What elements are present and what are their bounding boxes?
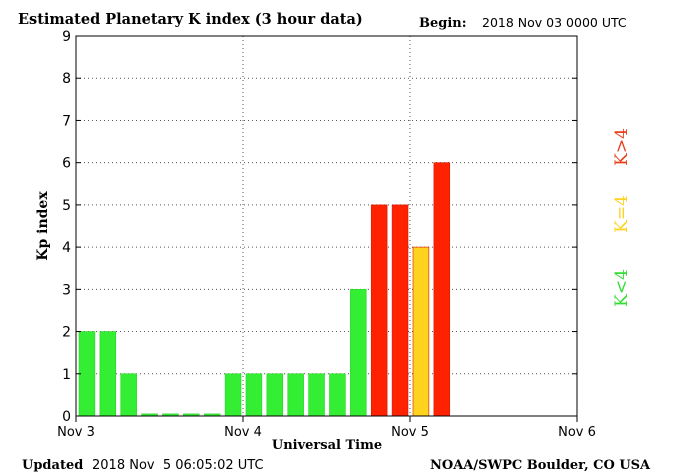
x-tick-label: Nov 5 <box>391 425 429 440</box>
kp-bar <box>245 373 263 417</box>
y-tick-label: 4 <box>62 240 71 256</box>
y-tick-label: 6 <box>62 156 71 172</box>
y-tick-label: 0 <box>62 409 71 425</box>
kp-bar <box>78 331 96 417</box>
y-tick-label: 1 <box>62 367 71 383</box>
y-tick-label: 2 <box>62 325 71 341</box>
x-axis-title: Universal Time <box>272 438 382 453</box>
kp-bar <box>370 204 388 417</box>
kp-bar <box>329 373 346 417</box>
legend-k-less-4: K<4 <box>612 269 632 307</box>
chart-title: Estimated Planetary K index (3 hour data… <box>18 11 363 28</box>
x-tick-label: Nov 3 <box>57 425 95 440</box>
x-axis-ticks: Nov 3 Nov 4 Nov 5 Nov 6 <box>57 416 596 440</box>
kp-bar <box>224 373 242 417</box>
y-tick-label: 8 <box>62 71 71 87</box>
kp-bar <box>287 373 304 417</box>
y-axis-ticks: 0 1 2 3 4 5 6 7 8 9 <box>62 29 577 425</box>
y-tick-label: 5 <box>62 198 71 214</box>
grid-lines <box>76 36 577 416</box>
y-axis-title: Kp index <box>35 191 51 261</box>
legend-k-equal-4: K=4 <box>612 195 632 233</box>
y-tick-label: 7 <box>62 113 71 129</box>
y-tick-label: 9 <box>62 29 71 45</box>
updated-value: 2018 Nov 5 06:05:02 UTC <box>92 458 264 473</box>
kp-bar <box>391 204 409 417</box>
bars-group <box>78 162 451 417</box>
x-tick-label: Nov 4 <box>224 425 262 440</box>
kp-bar <box>433 162 451 417</box>
plot-frame <box>75 35 578 417</box>
x-tick-label: Nov 6 <box>558 425 596 440</box>
kp-bar <box>266 373 284 417</box>
y-tick-label: 3 <box>62 282 71 298</box>
kp-bar <box>350 289 367 417</box>
begin-value: 2018 Nov 03 0000 UTC <box>482 15 627 30</box>
kp-bar <box>120 373 137 417</box>
kp-bar <box>308 373 325 417</box>
footer-credit: NOAA/SWPC Boulder, CO USA <box>430 458 651 473</box>
begin-label: Begin: <box>419 16 467 31</box>
legend-k-greater-4: K>4 <box>612 128 632 166</box>
kp-bar <box>99 331 117 417</box>
updated-label: Updated <box>22 458 83 473</box>
kp-bar <box>412 246 430 417</box>
